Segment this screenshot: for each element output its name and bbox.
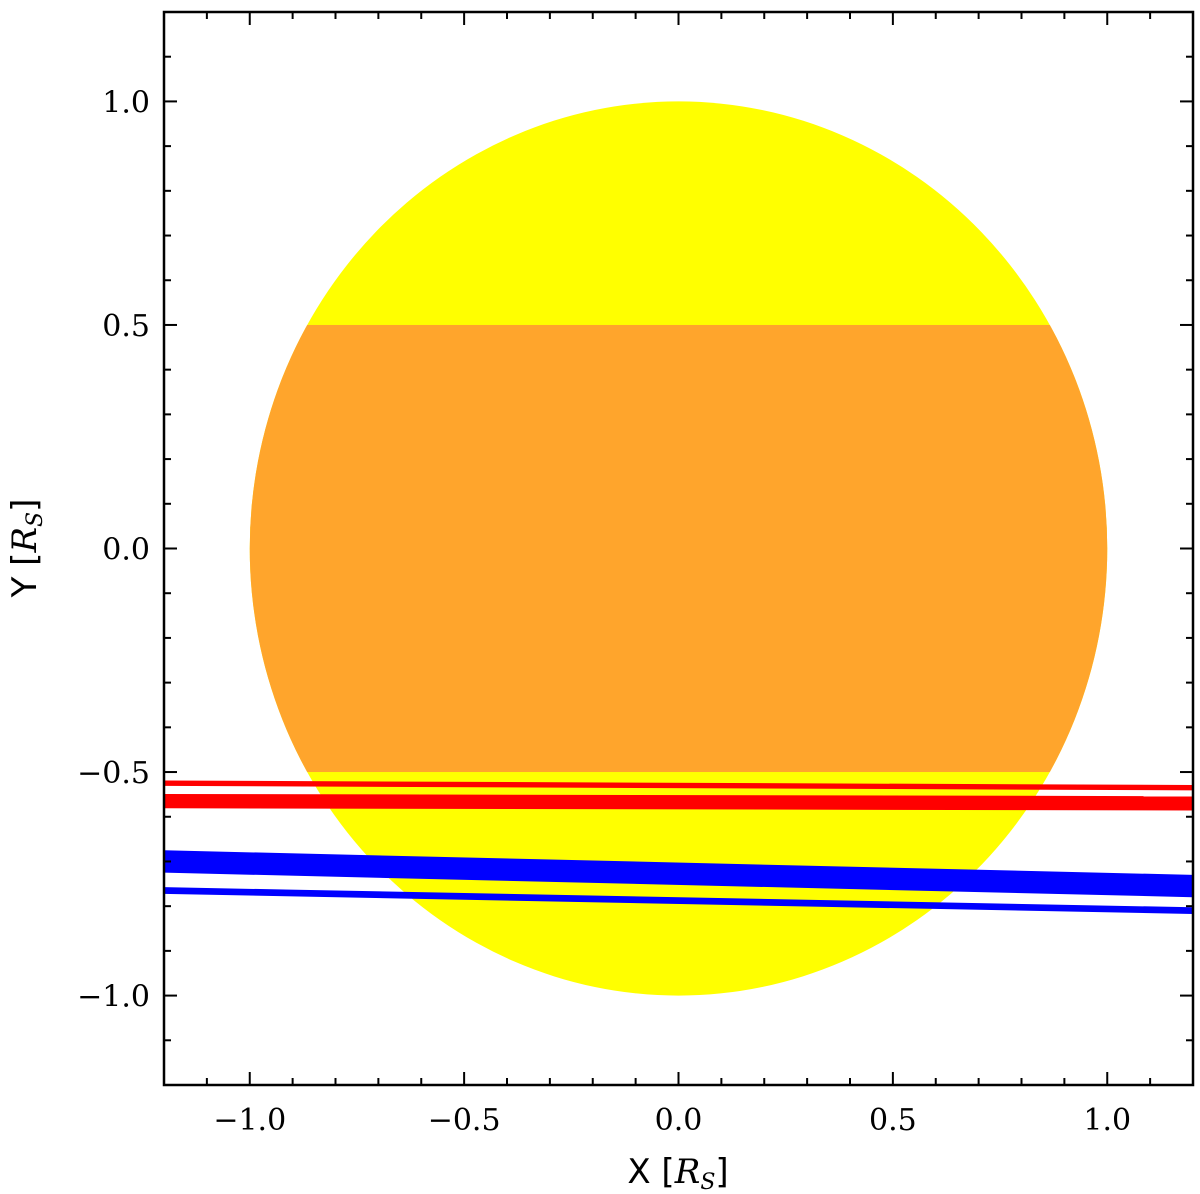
y-axis-label: Y [RS]: [5, 499, 48, 599]
y-tick-label: 1.0: [102, 85, 150, 120]
y-tick-label: 0.5: [102, 309, 150, 344]
x-axis-label: X [RS]: [627, 1152, 728, 1194]
x-tick-label: 1.0: [1083, 1103, 1131, 1138]
series-0-line-1: [164, 793, 1193, 811]
y-tick-label: −0.5: [77, 756, 150, 791]
tick-labels: −1.0 −0.5 0.0 0.5 1.0 1.0 0.5 0.0 −0.5 −1.0: [77, 85, 1131, 1138]
x-tick-label: −1.0: [213, 1103, 286, 1138]
x-tick-label: 0.0: [655, 1103, 703, 1138]
series-0-line-0: [164, 780, 1193, 791]
x-tick-label: 0.5: [869, 1103, 917, 1138]
y-tick-label: −1.0: [77, 980, 150, 1015]
shaded-band: [249, 324, 1108, 773]
series-1-line-0: [164, 850, 1193, 898]
y-tick-label: 0.0: [102, 533, 150, 568]
plot-frame: [162, 10, 1195, 1087]
plot-area: [164, 101, 1193, 996]
series-1-line-1: [164, 887, 1193, 914]
x-tick-label: −0.5: [428, 1103, 501, 1138]
